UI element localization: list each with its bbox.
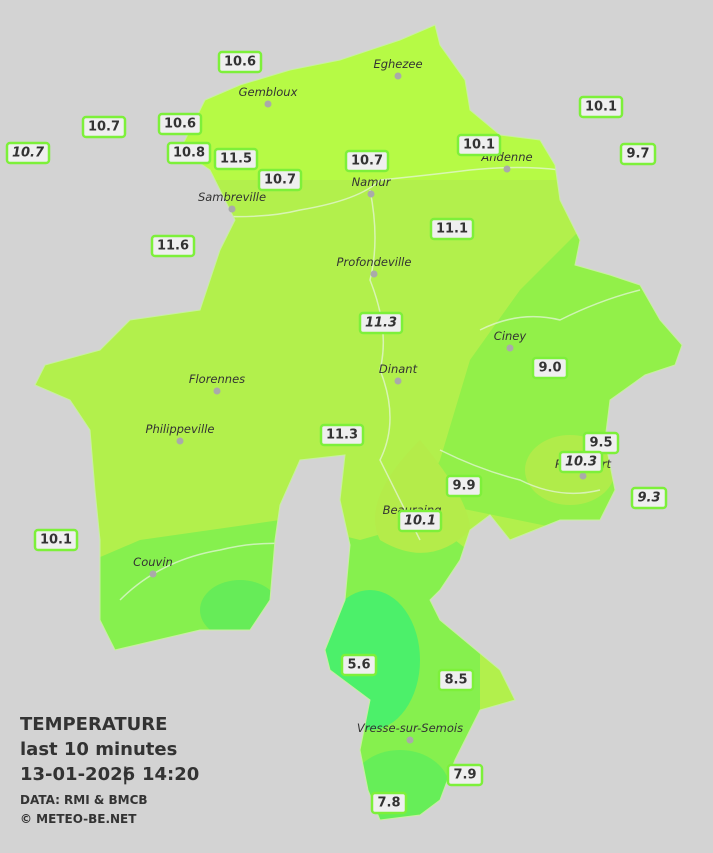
station-value: 10.1 xyxy=(404,514,436,529)
station-box xyxy=(340,653,378,677)
station-box xyxy=(166,141,212,165)
town-dot xyxy=(176,437,184,445)
station-value: 9.9 xyxy=(452,479,475,494)
station-box xyxy=(429,217,475,241)
town-dot xyxy=(394,72,402,80)
station-box xyxy=(456,133,502,157)
station-value: 10.1 xyxy=(463,138,495,153)
station-value: 10.7 xyxy=(88,120,120,135)
station-box xyxy=(81,115,127,139)
station-box xyxy=(578,95,624,119)
station-value: 10.8 xyxy=(173,146,205,161)
station-box xyxy=(619,142,657,166)
town-dot xyxy=(406,736,414,744)
town-name: Florennes xyxy=(189,372,245,386)
station-value: 7.8 xyxy=(377,796,400,811)
station-box xyxy=(217,50,263,74)
town-name: Philippeville xyxy=(146,422,215,436)
town-dot xyxy=(370,270,378,278)
station-value: 5.6 xyxy=(347,658,370,673)
station-value: 10.6 xyxy=(224,55,256,70)
town-dot xyxy=(228,205,236,213)
station-box xyxy=(531,356,569,380)
station-box xyxy=(630,486,668,510)
station-value: 11.3 xyxy=(365,316,397,331)
station-box xyxy=(446,763,484,787)
station-value: 10.6 xyxy=(164,117,196,132)
legend-title: TEMPERATURE xyxy=(20,714,167,735)
station-value: 11.1 xyxy=(436,222,468,237)
legend-time: 14:20 xyxy=(142,764,199,785)
town-dot xyxy=(149,570,157,578)
station-value: 10.7 xyxy=(351,154,383,169)
town-name: Vresse-sur-Semois xyxy=(357,721,463,735)
town-dot xyxy=(213,387,221,395)
station-value: 9.0 xyxy=(538,361,561,376)
station-box xyxy=(358,311,404,335)
station-value: 9.3 xyxy=(637,491,660,506)
town-dot xyxy=(579,472,587,480)
station-value: 10.7 xyxy=(12,146,45,161)
town-name: Profondeville xyxy=(337,255,412,269)
station-value: 8.5 xyxy=(444,673,467,688)
legend-source: DATA: RMI & BMCB xyxy=(20,793,148,807)
station-box xyxy=(558,450,604,474)
station-box xyxy=(5,141,51,165)
station-box xyxy=(319,423,365,447)
town-name: Eghezee xyxy=(373,57,422,71)
town-name: Sambreville xyxy=(198,190,266,204)
station-value: 10.3 xyxy=(565,455,597,470)
station-value: 11.3 xyxy=(326,428,358,443)
station-value: 10.1 xyxy=(585,100,617,115)
separator: | xyxy=(122,764,129,785)
town-name: Couvin xyxy=(133,555,173,569)
station-value: 9.5 xyxy=(589,436,612,451)
town-dot xyxy=(503,165,511,173)
station-value: 9.7 xyxy=(626,147,649,162)
station-box xyxy=(33,528,79,552)
station-box xyxy=(257,168,303,192)
town-dot xyxy=(394,377,402,385)
station-box xyxy=(150,234,196,258)
town-dot xyxy=(506,344,514,352)
station-value: 10.7 xyxy=(264,173,296,188)
station-box xyxy=(437,668,475,692)
station-box xyxy=(445,474,483,498)
station-box xyxy=(370,791,408,815)
station-value: 7.9 xyxy=(453,768,476,783)
station-box xyxy=(344,149,390,173)
town-name: Dinant xyxy=(379,362,418,376)
town-name: Gembloux xyxy=(239,85,298,99)
station-box xyxy=(157,112,203,136)
legend-copyright: © METEO-BE.NET xyxy=(20,812,137,826)
town-dot xyxy=(367,190,375,198)
station-value: 11.5 xyxy=(220,152,252,167)
legend-subtitle: last 10 minutes xyxy=(20,739,177,760)
town-name: Namur xyxy=(352,175,392,189)
legend-date: 13-01-2026 xyxy=(20,764,135,785)
station-box xyxy=(213,147,259,171)
station-box xyxy=(397,509,443,533)
town-name: Ciney xyxy=(494,329,527,343)
station-value: 11.6 xyxy=(157,239,189,254)
station-value: 10.1 xyxy=(40,533,72,548)
town-dot xyxy=(264,100,272,108)
